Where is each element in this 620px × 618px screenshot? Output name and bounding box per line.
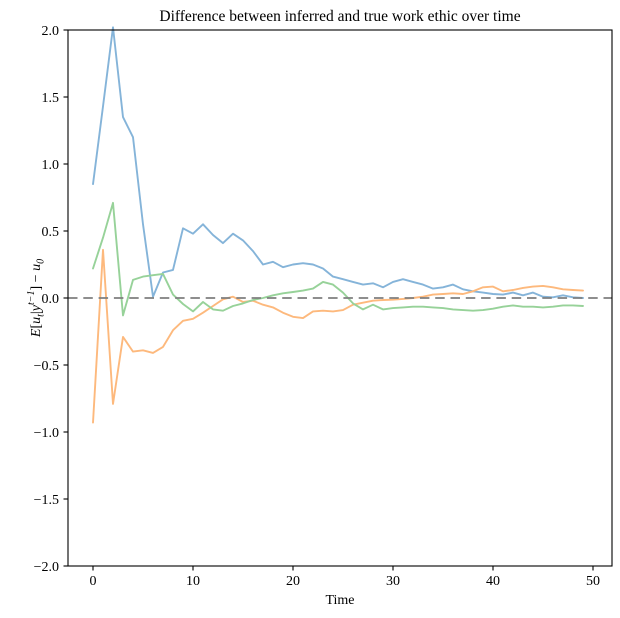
y-axis-label-part: t — [35, 314, 47, 317]
series-line-agent-2 — [92, 248, 584, 424]
y-tick-label: 0.0 — [42, 292, 60, 307]
y-axis-label-part: | — [28, 311, 44, 315]
y-axis-label-part: y — [28, 305, 44, 312]
series-group — [92, 26, 584, 424]
y-axis-label-part: 0 — [35, 258, 47, 264]
y-tick-label: 0.5 — [42, 225, 60, 240]
axes-group: 0 10 20 30 40 50 2.0 1.5 1.0 0.5 0.0 −0.5 −1.0 −1.5 −2… — [34, 24, 613, 589]
y-axis-label-part: [ — [28, 323, 44, 329]
y-axis-label-part: u — [28, 316, 44, 324]
y-tick-label: −2.0 — [34, 560, 59, 575]
y-tick-label: −1.5 — [34, 493, 59, 508]
y-tick-label: 1.5 — [42, 91, 60, 106]
y-axis-label-part: t−1 — [25, 290, 37, 306]
x-tick-label: 30 — [386, 574, 400, 589]
y-tick-label: 1.0 — [42, 158, 60, 173]
y-tick-label: −1.0 — [34, 426, 59, 441]
x-tick-label: 10 — [186, 574, 200, 589]
y-axis-label-part: u — [28, 263, 44, 271]
y-axis-label-part: E — [28, 328, 44, 338]
y-tick-label: 2.0 — [42, 24, 60, 39]
x-tick-label: 20 — [286, 574, 300, 589]
series-line-agent-3 — [92, 201, 584, 317]
y-axis-label: E[ut|yt−1] − u0 — [26, 259, 46, 337]
x-tick-label: 50 — [586, 574, 600, 589]
y-tick-label: −0.5 — [34, 359, 59, 374]
series-line-agent-1 — [92, 26, 584, 299]
y-axis-label-part: ] — [28, 285, 44, 291]
y-axis-label-part: − — [28, 270, 44, 286]
chart-title: Difference between inferred and true wor… — [159, 8, 520, 25]
x-axis-label: Time — [325, 593, 354, 608]
x-tick-label: 0 — [90, 574, 97, 589]
x-tick-label: 40 — [486, 574, 500, 589]
